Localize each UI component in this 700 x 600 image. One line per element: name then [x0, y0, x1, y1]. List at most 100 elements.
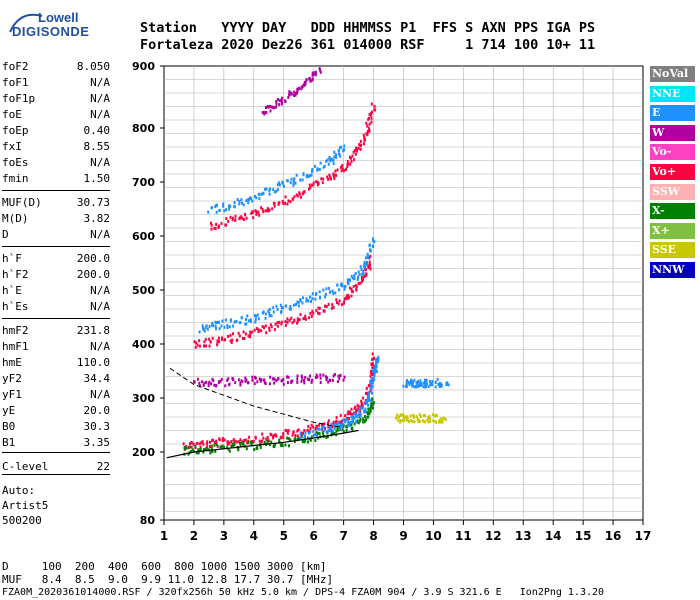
echo-point	[326, 376, 328, 380]
echo-point	[439, 420, 442, 424]
echo-point	[405, 384, 408, 388]
legend-entry: NNE	[650, 85, 695, 102]
echo-point	[327, 429, 330, 433]
echo-point	[356, 419, 359, 423]
echo-point	[312, 181, 315, 185]
echo-point	[272, 188, 275, 192]
echo-point	[365, 256, 367, 260]
echo-point	[367, 391, 370, 395]
echo-point	[332, 158, 335, 162]
echo-point	[198, 339, 201, 343]
echo-point	[232, 332, 234, 336]
echo-point	[358, 409, 361, 413]
y-tick-label: 600	[132, 230, 155, 243]
echo-point	[356, 404, 359, 408]
legend-entry: X+	[650, 222, 695, 239]
echo-point	[288, 90, 291, 94]
echo-point	[270, 314, 273, 318]
echo-point	[276, 183, 279, 187]
echo-point	[268, 189, 271, 193]
echo-point	[315, 180, 318, 184]
echo-point	[240, 198, 243, 202]
echo-point	[325, 430, 328, 434]
echo-point	[226, 443, 229, 447]
echo-point	[336, 428, 339, 432]
echo-point	[286, 179, 289, 183]
echo-point	[319, 381, 322, 384]
echo-point	[397, 419, 400, 422]
echo-point	[255, 212, 258, 216]
param-name: fxI	[2, 140, 22, 153]
echo-point	[284, 428, 287, 432]
echo-point	[361, 279, 364, 283]
echo-point	[346, 160, 349, 163]
echo-point	[318, 432, 321, 435]
echo-point	[255, 210, 258, 213]
legend-entry: W	[650, 124, 695, 141]
echo-point	[242, 203, 245, 207]
echo-point	[271, 207, 274, 211]
echo-point	[284, 443, 287, 447]
echo-point	[208, 380, 211, 384]
echo-point	[216, 203, 219, 207]
param-row: MUF(D) 30.73	[2, 196, 110, 212]
echo-point	[397, 415, 400, 419]
echo-point	[350, 423, 353, 427]
echo-point	[280, 379, 283, 383]
echo-point	[327, 425, 330, 429]
echo-point	[303, 378, 305, 382]
param-value: 22	[96, 460, 110, 473]
echo-point	[413, 385, 416, 388]
echo-point	[294, 437, 297, 441]
echo-point	[317, 436, 320, 440]
param-row: yF1 N/A	[2, 388, 110, 404]
echo-point	[241, 216, 244, 220]
echo-point	[298, 192, 301, 196]
echo-point	[286, 381, 289, 384]
echo-point	[219, 445, 222, 449]
echo-point	[286, 429, 289, 433]
param-name: B0	[2, 420, 16, 433]
echo-point	[343, 169, 345, 172]
echo-point	[370, 362, 373, 366]
echo-point	[289, 200, 292, 204]
echo-point	[202, 384, 205, 388]
param-value: 8.55	[83, 140, 111, 153]
echo-point	[261, 432, 264, 436]
echo-point	[366, 412, 369, 416]
param-row: h`F2 200.0	[2, 268, 110, 284]
param-name: foF1	[2, 76, 29, 89]
echo-point	[350, 294, 353, 298]
echo-point	[367, 415, 370, 419]
echo-point	[317, 427, 320, 431]
echo-point	[288, 318, 291, 322]
echo-point	[296, 87, 299, 91]
echo-point	[224, 338, 226, 342]
echo-point	[264, 316, 267, 320]
echo-point	[369, 407, 372, 411]
echo-point	[331, 431, 333, 435]
echo-point	[202, 448, 205, 451]
echo-point	[299, 313, 302, 317]
echo-point	[441, 418, 444, 422]
echo-point	[275, 102, 278, 106]
param-row: yE 20.0	[2, 404, 110, 420]
echo-point	[207, 210, 210, 214]
echo-point	[396, 413, 399, 417]
echo-point	[278, 438, 281, 442]
echo-point	[304, 82, 307, 86]
echo-point	[294, 181, 297, 185]
x-tick-label: 11	[455, 529, 472, 543]
echo-point	[260, 378, 263, 382]
echo-point	[407, 420, 410, 423]
echo-point	[198, 344, 201, 348]
echo-point	[359, 281, 362, 285]
echo-point	[233, 205, 236, 208]
echo-point	[363, 409, 366, 413]
echo-point	[210, 227, 213, 231]
echo-point	[237, 440, 240, 444]
echo-point	[251, 375, 254, 379]
echo-point	[327, 380, 330, 384]
echo-point	[273, 381, 276, 385]
echo-point	[344, 420, 347, 424]
